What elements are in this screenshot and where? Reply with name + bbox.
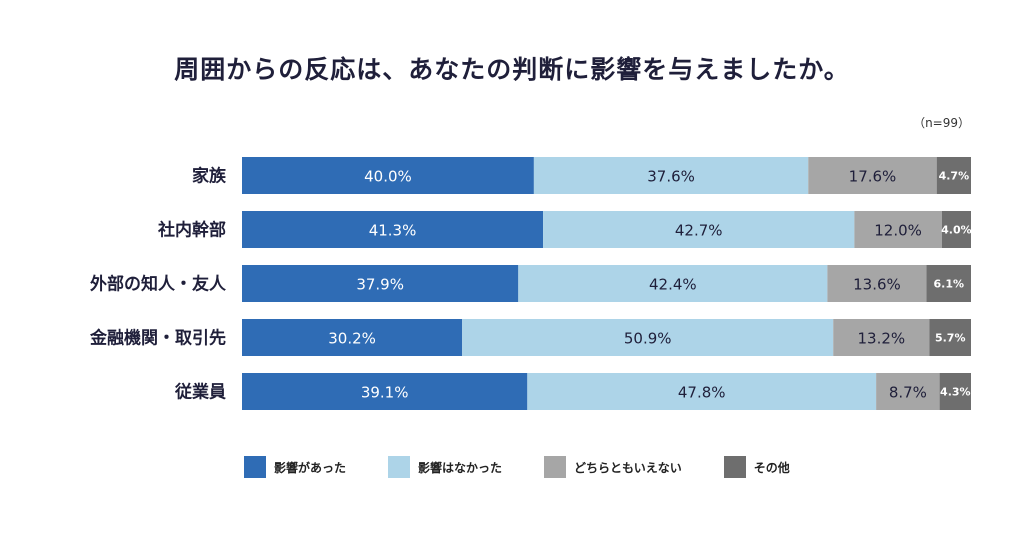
legend-swatch-neutral [544,456,567,478]
bar-segment [518,265,828,302]
legend-swatch-impacted [244,456,266,478]
category-label: 社内幹部 [157,220,226,241]
bar-value-label: 30.2% [328,330,376,348]
bar-segment [833,319,930,356]
legend-item-impacted: 影響があった [244,456,346,478]
bar-segment [827,265,927,302]
bar-value-label: 37.9% [356,276,404,294]
bar-segment [242,319,463,356]
bar-value-label: 4.0% [941,224,972,237]
bar-value-label: 40.0% [364,168,412,186]
bar-segment [926,265,971,302]
category-label: 従業員 [174,382,226,403]
bar-value-label: 50.9% [624,330,672,348]
bar-segment [854,211,942,248]
legend-label-not-impacted: 影響はなかった [418,460,503,475]
bar-value-label: 42.7% [675,222,723,240]
bar-segment [876,373,940,410]
bar-segment [939,373,971,410]
legend-item-other: その他 [723,456,790,478]
bar-value-label: 42.4% [649,276,697,294]
stacked-bar-chart: 家族 40.0% 37.6% 17.6% 4.7% 社内幹部 41.3% 42.7% 12.0%… [89,157,972,410]
bar-value-label: 4.3% [940,386,971,399]
bar-value-label: 37.6% [647,168,695,186]
legend-item-neutral: どちらともいえない [544,456,682,478]
bar-value-label: 39.1% [361,384,409,402]
bar-segment [941,211,971,248]
bar-value-label: 13.2% [858,330,906,348]
chart-legend: 影響があった 影響はなかった どちらともいえない その他 [244,456,832,478]
category-label: 外部の知人・友人 [90,274,227,295]
bar-segment [242,211,544,248]
bar-value-label: 5.7% [935,332,966,345]
bar-segment [929,319,971,356]
bar-value-label: 12.0% [874,222,922,240]
bar-segment [462,319,834,356]
bar-value-label: 13.6% [853,276,901,294]
bar-segment [242,157,534,194]
bar-segment [527,373,877,410]
bar-segment [936,157,971,194]
category-label: 金融機関・取引先 [89,328,226,349]
legend-item-not-impacted: 影響はなかった [388,456,502,478]
legend-swatch-other [723,456,746,478]
category-label: 家族 [192,166,227,187]
legend-label-impacted: 影響があった [274,460,347,475]
sample-size-note: （n=99） [913,116,970,130]
bar-segment [543,211,855,248]
bar-segment [808,157,937,194]
bar-segment [242,265,519,302]
bar-segment [533,157,809,194]
bar-value-label: 6.1% [934,278,965,291]
legend-swatch-not-impacted [388,456,411,478]
bar-segment [242,373,528,410]
bar-value-label: 8.7% [889,384,927,402]
legend-label-other: その他 [753,460,790,475]
bar-value-label: 4.7% [939,170,970,183]
chart-title: 周囲からの反応は、あなたの判断に影響を与えましたか。 [174,55,850,84]
legend-label-neutral: どちらともいえない [574,460,682,475]
bar-value-label: 41.3% [369,222,417,240]
bar-value-label: 17.6% [849,168,897,186]
bar-value-label: 47.8% [678,384,726,402]
